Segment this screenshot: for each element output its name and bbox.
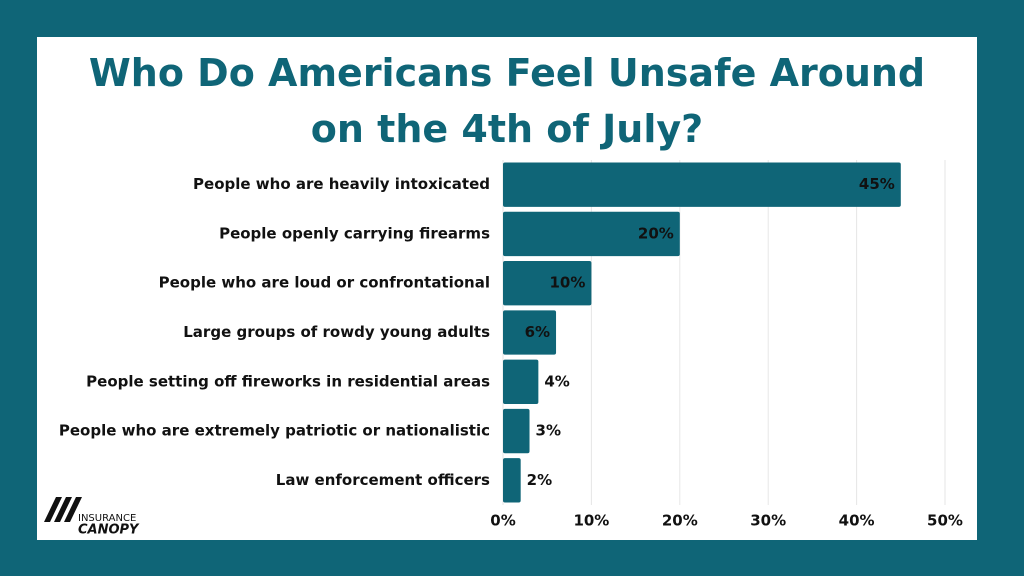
- value-label: 6%: [525, 323, 550, 341]
- value-label: 45%: [859, 175, 895, 193]
- bar: [503, 211, 680, 257]
- logo-icon: [44, 497, 82, 522]
- bar: [503, 359, 539, 404]
- value-label: 2%: [527, 471, 552, 489]
- x-tick-label: 50%: [927, 512, 963, 530]
- logo-top: INSURANCE: [78, 513, 136, 524]
- y-tick-label: Large groups of rowdy young adults: [183, 323, 490, 341]
- y-tick-label: People setting off fireworks in resident…: [86, 372, 490, 390]
- value-label: 10%: [549, 274, 585, 292]
- x-tick-label: 20%: [662, 512, 698, 530]
- bar: [503, 261, 592, 306]
- logo: INSURANCE CANOPY: [44, 497, 140, 538]
- value-label: 3%: [536, 422, 561, 440]
- value-label: 20%: [638, 224, 674, 242]
- bar: [503, 458, 521, 503]
- y-tick-label: People openly carrying firearms: [219, 224, 490, 242]
- y-tick-label: People who are loud or confrontational: [159, 274, 490, 292]
- chart-title: Who Do Americans Feel Unsafe Around on t…: [88, 51, 926, 151]
- x-tick-label: 40%: [839, 512, 875, 530]
- logo-bottom: CANOPY: [78, 523, 140, 538]
- x-tick-label: 10%: [573, 512, 609, 530]
- bar: [503, 310, 557, 355]
- x-tick-label: 0%: [490, 512, 515, 530]
- y-tick-label: People who are heavily intoxicated: [193, 175, 490, 193]
- bar: [503, 408, 530, 454]
- y-tick-label: People who are extremely patriotic or na…: [59, 422, 490, 440]
- x-tick-label: 30%: [750, 512, 786, 530]
- y-tick-label: Law enforcement officers: [276, 471, 490, 489]
- value-label: 4%: [544, 372, 569, 390]
- bar: [503, 162, 901, 207]
